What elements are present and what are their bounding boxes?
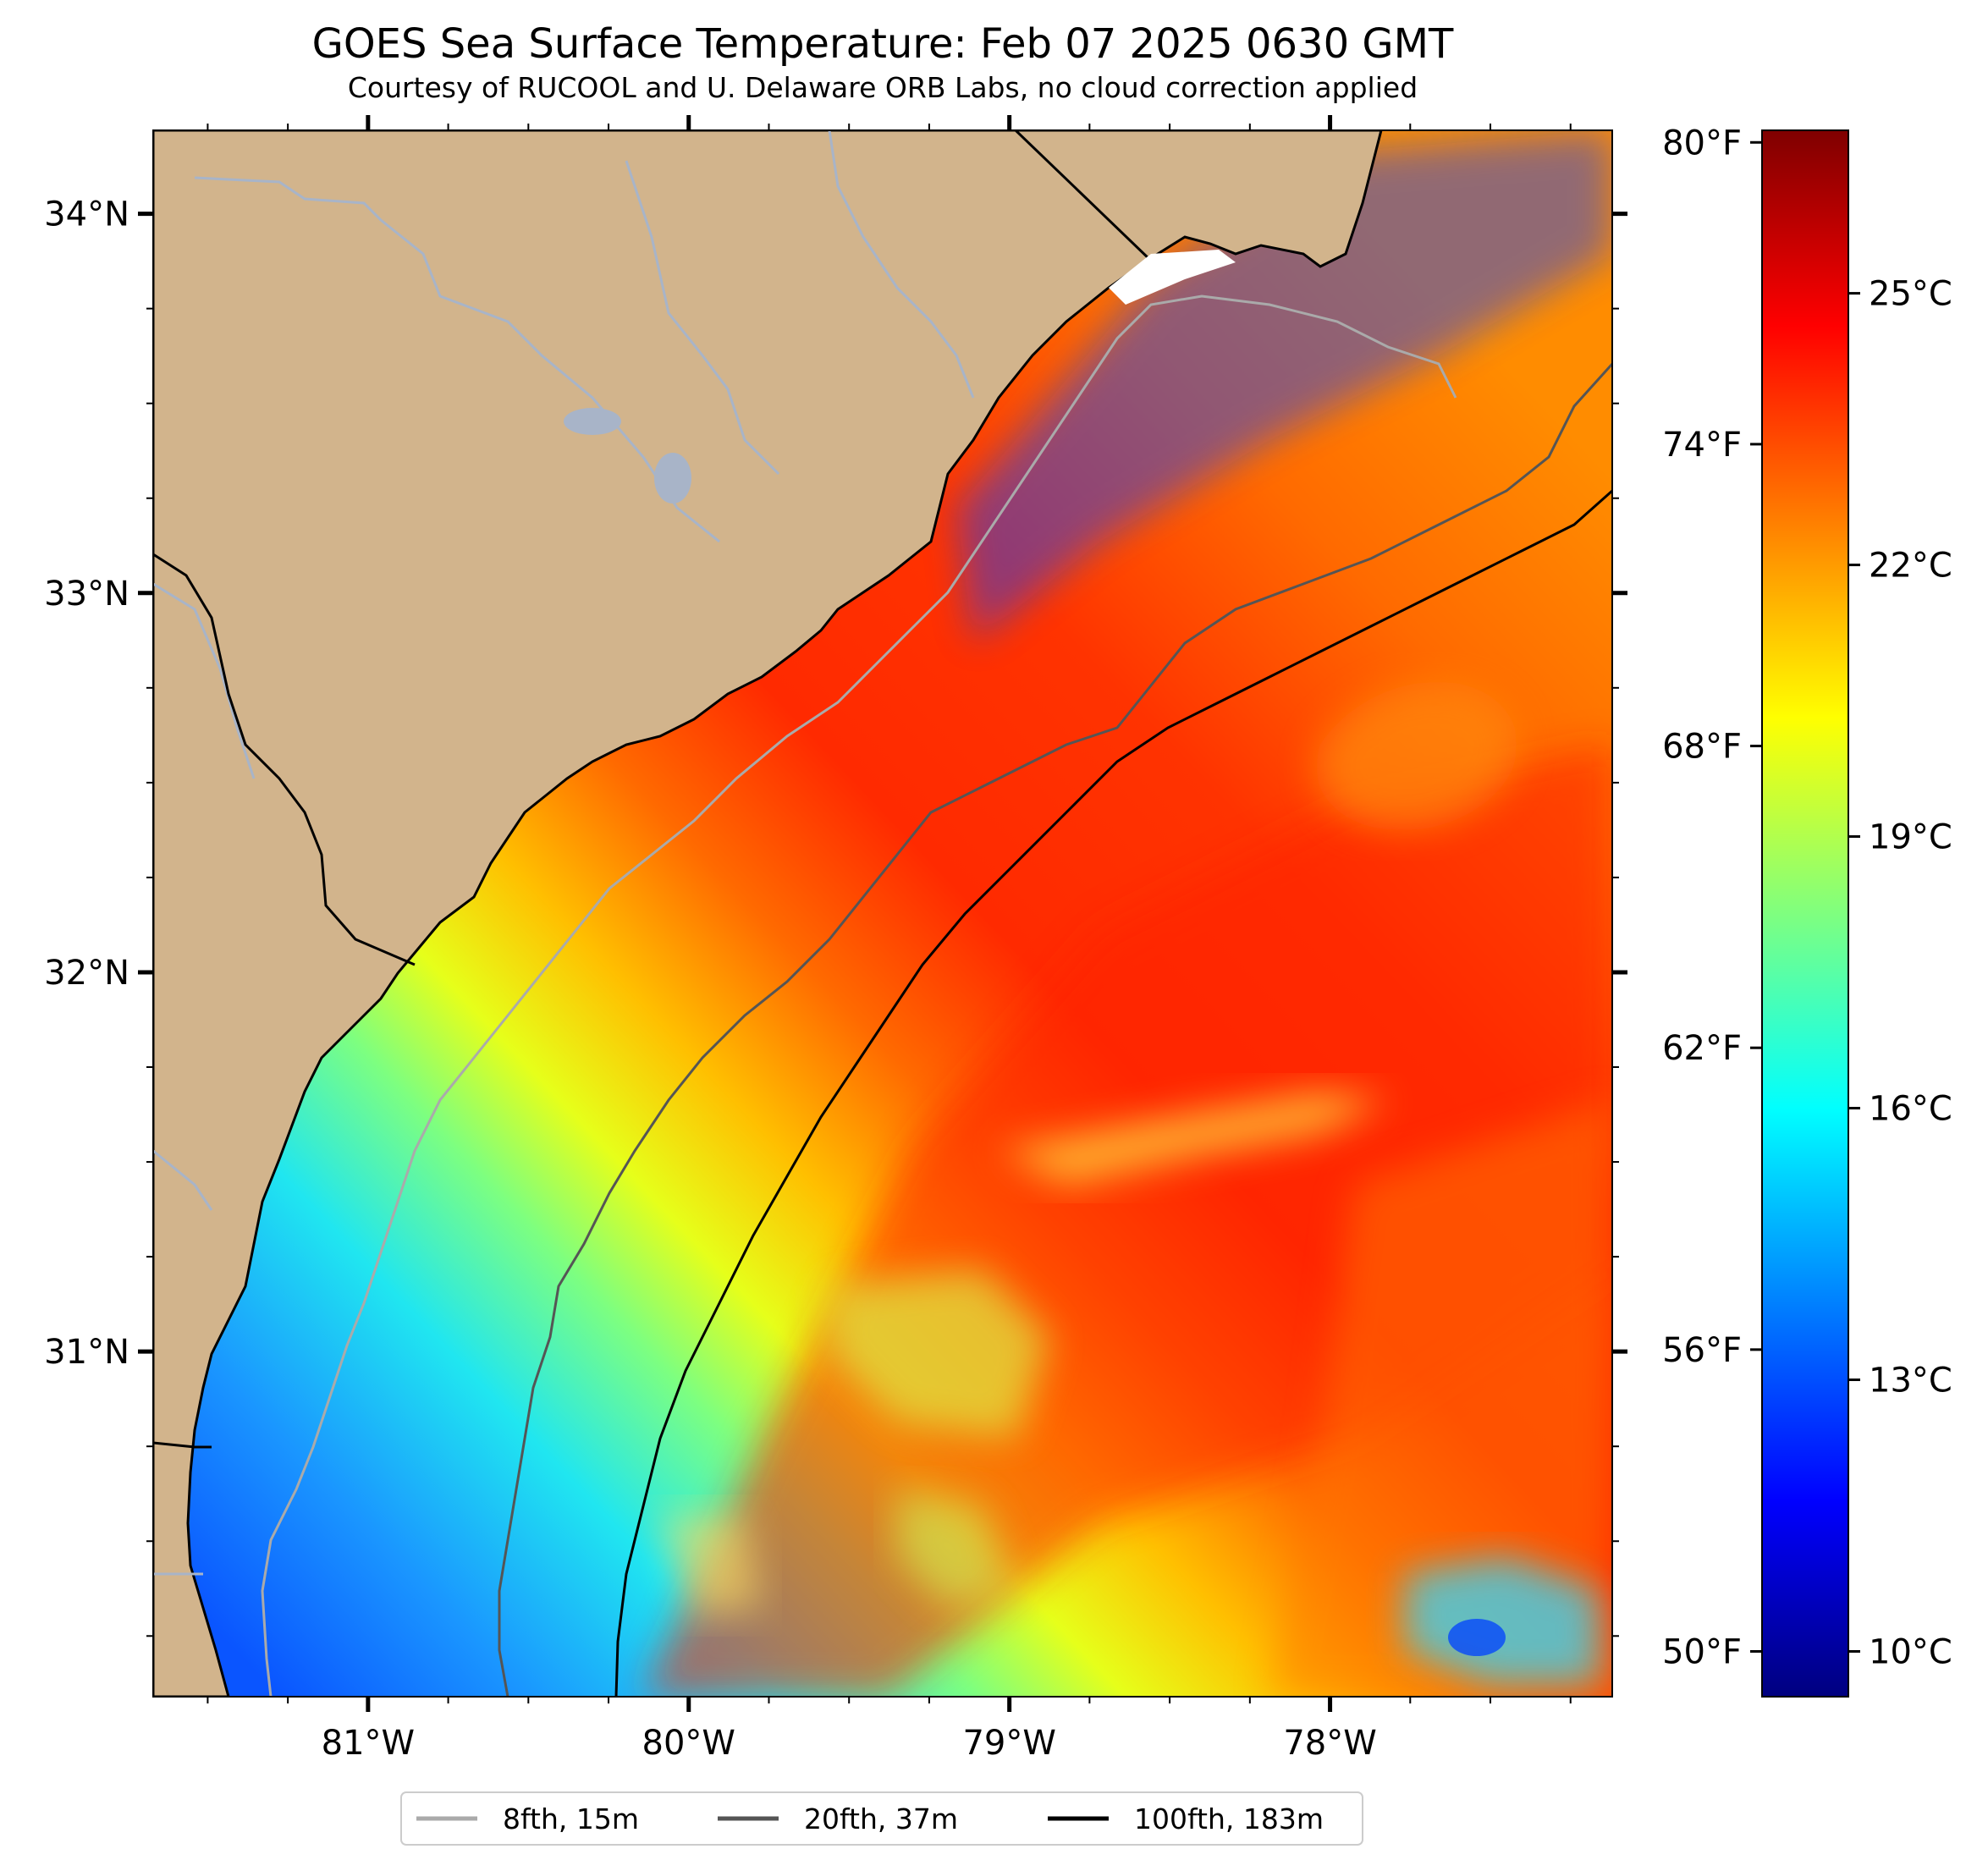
legend-label: 100fth, 183m [1134,1802,1324,1835]
state-borders [153,130,1153,1449]
lat-tick-label: 33°N [44,575,129,614]
isobath-legend: 8fth, 15m 20fth, 37m 100fth, 183m [400,1791,1363,1846]
fahrenheit-tick-label: 80°F [1662,124,1742,162]
isobath-20fth [498,362,1612,1697]
map-ticks: 81°W 80°W 79°W 78°W 34°N 33°N 32°N 31°N [44,115,1627,1763]
cloud-core-se [1448,1619,1506,1656]
lake-moultrie [654,453,691,504]
cool-patch-2 [829,1269,1049,1439]
gulf-stream-core [643,745,1612,1697]
fahrenheit-tick-label: 74°F [1662,426,1742,465]
isobath-8fth [261,294,1457,1697]
map-panel [153,130,1612,1697]
fahrenheit-tick-label: 50°F [1662,1633,1742,1672]
figure-subtitle: Courtesy of RUCOOL and U. Delaware ORB L… [348,71,1418,104]
legend-box [400,1791,1363,1846]
fahrenheit-tick-label: 56°F [1662,1331,1742,1370]
figure-title: GOES Sea Surface Temperature: Feb 07 202… [312,20,1454,68]
lake-marion [564,408,621,435]
colorbar-gradient [1761,129,1849,1698]
map-frame [152,129,1613,1698]
cool-patch-3 [897,1489,1016,1608]
celsius-tick-label: 19°C [1869,818,1952,857]
lon-tick-label: 80°W [642,1724,735,1763]
lat-tick-label: 34°N [44,195,129,234]
colorbar: 10°C 13°C 16°C 19°C 22°C 25°C 50°F 56°F 62°F 68°F… [1662,124,1952,1698]
legend-label: 8fth, 15m [503,1802,639,1835]
lon-tick-label: 81°W [322,1724,415,1763]
lon-tick-label: 79°W [962,1724,1055,1763]
fahrenheit-tick-label: 68°F [1662,728,1742,767]
warm-eddy [1315,681,1517,831]
cool-patch-4 [660,1515,762,1616]
celsius-tick-label: 13°C [1869,1362,1952,1400]
celsius-tick-label: 25°C [1869,275,1952,314]
celsius-tick-label: 16°C [1869,1090,1952,1129]
rivers [153,130,975,1576]
colorbar-ticks: 10°C 13°C 16°C 19°C 22°C 25°C 50°F 56°F 62°F 68°F… [1662,124,1952,1671]
isobath-100fth [614,489,1612,1697]
cold-nearshore-north [956,130,1612,643]
nearshore-gap [1109,250,1236,305]
lon-tick-label: 78°W [1283,1724,1376,1763]
cool-streak-1 [999,1092,1388,1185]
legend-label: 20fth, 37m [804,1802,958,1835]
celsius-tick-label: 22°C [1869,547,1952,586]
outer-shelf-warm [1269,1100,1612,1697]
lat-tick-label: 32°N [44,954,129,993]
cloud-patch-se [1405,1557,1600,1684]
fahrenheit-tick-label: 62°F [1662,1029,1742,1068]
lat-tick-label: 31°N [44,1333,129,1372]
celsius-tick-label: 10°C [1869,1633,1952,1672]
